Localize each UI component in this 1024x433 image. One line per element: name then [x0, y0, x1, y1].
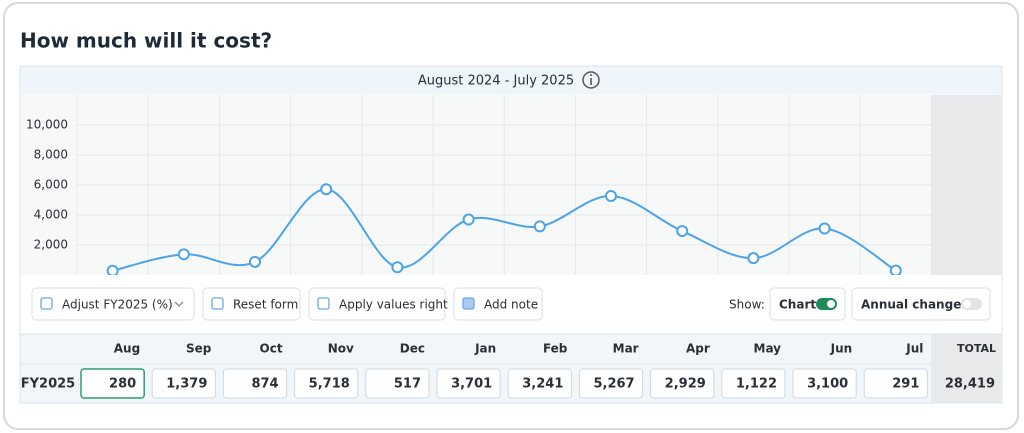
month-header: Apr [686, 342, 710, 356]
switch-knob [827, 300, 835, 308]
period-header [20, 66, 1002, 95]
month-header: Mar [613, 342, 639, 356]
value-input[interactable] [863, 368, 928, 399]
month-header: May [754, 342, 782, 356]
toggle-frame [769, 287, 846, 321]
value-input[interactable] [436, 368, 501, 399]
toggle-label: Chart [779, 298, 816, 312]
value-input-text: 874 [251, 377, 278, 392]
month-header: Jan [474, 342, 496, 356]
value-input-text: 5,267 [593, 377, 634, 392]
data-point [533, 220, 546, 233]
button-label: Apply values right [339, 298, 448, 312]
value-input[interactable] [792, 368, 857, 399]
y-tick-label: 2,000 [34, 238, 68, 252]
page-title: How much will it cost? [20, 29, 272, 53]
value-input[interactable] [151, 368, 216, 399]
month-header: Dec [400, 342, 425, 356]
toolbar-button[interactable]: Apply values right [308, 287, 448, 321]
month-header: Jun [830, 342, 853, 356]
button-icon [317, 297, 330, 310]
value-input[interactable] [222, 368, 288, 399]
toolbar-button[interactable]: Add note [453, 287, 543, 321]
button-frame [202, 287, 301, 321]
month-header: Feb [543, 342, 568, 356]
toolbar-button[interactable]: Reset form [202, 287, 301, 321]
y-tick-label: 6,000 [34, 178, 68, 192]
data-point [106, 264, 119, 277]
month-header: Nov [328, 342, 354, 356]
value-input-text: 3,241 [522, 377, 563, 392]
button-label: Adjust FY2025 (%) [62, 298, 173, 312]
value-input[interactable] [650, 368, 715, 399]
button-icon [462, 297, 475, 310]
total-value: 28,419 [945, 377, 995, 392]
value-input[interactable] [80, 368, 145, 399]
toolbar-button[interactable]: Adjust FY2025 (%) [31, 287, 195, 321]
toggle-frame [851, 287, 991, 321]
button-label: Reset form [233, 298, 298, 312]
y-tick-label: 4,000 [34, 208, 68, 222]
data-point [391, 261, 404, 274]
show-label: Show: [729, 298, 765, 312]
info-icon[interactable] [582, 71, 600, 89]
data-point [889, 264, 902, 277]
month-header: Aug [114, 342, 140, 356]
value-input-text: 1,379 [166, 377, 207, 392]
value-input-text: 3,100 [807, 377, 848, 392]
value-input[interactable] [578, 368, 644, 399]
value-input-text: 2,929 [665, 377, 706, 392]
row-label: FY2025 [21, 377, 75, 392]
data-point [177, 248, 190, 261]
button-icon [211, 297, 224, 310]
data-point [462, 213, 475, 226]
data-point [249, 255, 261, 268]
value-input[interactable] [294, 368, 359, 399]
dropdown-caret [174, 301, 184, 307]
month-header: Sep [186, 342, 212, 356]
button-frame [453, 287, 543, 321]
button-icon [40, 297, 53, 310]
month-header: Jul [905, 342, 923, 356]
chart-title: August 2024 - July 2025 [418, 74, 574, 89]
data-point [818, 222, 831, 235]
total-header: TOTAL [957, 342, 996, 355]
data-point [605, 189, 617, 202]
toggle-label: Annual change % [861, 298, 978, 312]
button-label: Add note [484, 298, 538, 312]
y-tick-label: 8,000 [34, 148, 68, 162]
value-input[interactable] [507, 368, 572, 399]
value-input-text: 517 [394, 377, 421, 392]
total-column [931, 334, 1002, 403]
y-tick-label: 10,000 [26, 118, 68, 132]
toggle[interactable]: Chart [769, 287, 846, 321]
value-input-text: 280 [109, 377, 136, 392]
data-point [676, 225, 689, 238]
switch-knob [963, 300, 971, 308]
value-input[interactable] [365, 368, 430, 399]
button-frame [31, 287, 195, 321]
value-input-text: 291 [892, 377, 919, 392]
month-header: Oct [260, 342, 283, 356]
toggle[interactable]: Annual change % [851, 287, 991, 321]
total-column-shade [931, 95, 1002, 275]
value-input-text: 5,718 [309, 377, 350, 392]
data-point [747, 252, 760, 265]
value-input-text: 1,122 [736, 377, 777, 392]
data-point [320, 183, 333, 196]
value-input-text: 3,701 [451, 377, 492, 392]
value-input[interactable] [721, 368, 786, 399]
button-frame [308, 287, 446, 321]
